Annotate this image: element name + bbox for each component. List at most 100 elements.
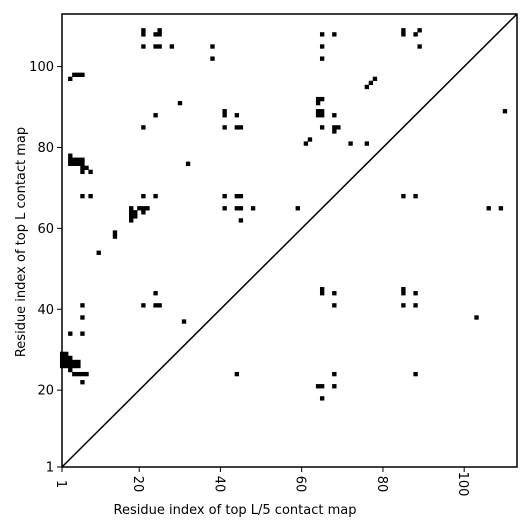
contact-cell — [68, 161, 73, 166]
contact-cell — [234, 113, 240, 118]
contact-cell — [84, 165, 89, 171]
contact-cell — [153, 113, 158, 118]
contact-cell — [210, 44, 215, 49]
contact-cell — [88, 169, 93, 175]
contact-cell — [80, 193, 85, 199]
contact-cell — [181, 319, 187, 324]
contact-cell — [141, 125, 146, 130]
contact-cell — [129, 218, 134, 223]
x-tick-label: 20 — [130, 476, 145, 493]
contact-cell — [76, 371, 81, 377]
contact-cell — [80, 165, 85, 171]
contact-cell — [141, 206, 146, 211]
y-tick-label: 60 — [37, 222, 54, 237]
contact-cell — [80, 72, 85, 77]
contact-cell — [238, 125, 244, 130]
contact-cell — [336, 125, 341, 130]
contact-cell — [315, 100, 321, 106]
contact-cell — [319, 384, 325, 389]
diagonal-line — [61, 13, 518, 468]
contact-cell — [141, 303, 146, 308]
contact-cell — [129, 210, 134, 215]
x-tick-label: 80 — [374, 476, 389, 493]
contact-cell — [64, 363, 69, 369]
contact-cell — [413, 303, 418, 308]
contact-cell — [222, 109, 227, 114]
contact-cell — [80, 303, 85, 308]
contact-cell — [72, 363, 77, 369]
contact-cell — [307, 137, 313, 142]
contact-cell — [153, 303, 158, 308]
contact-cell — [315, 113, 321, 118]
contact-cell — [76, 161, 81, 166]
contact-cell — [177, 100, 183, 106]
contact-cell — [413, 193, 418, 199]
contact-cell — [368, 80, 374, 86]
contact-cell — [502, 109, 508, 114]
y-tick-label: 20 — [37, 384, 54, 399]
contact-cell — [141, 210, 146, 215]
x-tick-label: 100 — [455, 472, 470, 497]
contact-cell — [498, 206, 504, 211]
contact-cell — [72, 157, 77, 162]
contact-cell — [417, 44, 422, 49]
x-tick-label: 60 — [293, 476, 308, 493]
contact-cell — [413, 371, 418, 377]
contact-cell — [80, 331, 85, 336]
contact-cell — [72, 371, 77, 377]
contact-cell — [332, 125, 337, 130]
contact-cell — [169, 44, 175, 49]
contact-cell — [238, 218, 244, 223]
contact-cell — [222, 206, 227, 211]
contact-cell — [332, 384, 337, 389]
contact-cell — [234, 371, 240, 377]
contact-cell — [234, 206, 240, 211]
contact-cell — [80, 169, 85, 175]
contact-cell — [332, 32, 337, 37]
contact-cell — [80, 380, 85, 385]
contact-cell — [153, 44, 158, 49]
contact-cell — [250, 206, 256, 211]
contact-cell — [112, 230, 118, 235]
contact-cell — [401, 291, 406, 296]
x-axis-label: Residue index of top L/5 contact map — [114, 503, 357, 518]
contact-cell — [364, 141, 370, 146]
contact-cell — [401, 193, 406, 199]
contact-cell — [319, 109, 325, 114]
contact-cell — [80, 161, 85, 166]
contact-cell — [133, 210, 138, 215]
contact-cell — [222, 125, 227, 130]
x-tick-label: 40 — [211, 476, 226, 493]
contact-cell — [112, 234, 118, 239]
contact-cell — [72, 72, 77, 77]
contact-cell — [295, 206, 300, 211]
y-tick-label: 80 — [37, 141, 54, 156]
contact-cell — [129, 206, 134, 211]
contact-cell — [319, 96, 325, 102]
contact-cell — [315, 109, 321, 114]
contact-cell — [72, 359, 77, 365]
contact-cell — [76, 359, 81, 365]
contact-cell — [185, 161, 191, 166]
contact-cell — [68, 355, 73, 361]
plot-frame — [61, 13, 518, 468]
contact-cell — [145, 206, 150, 211]
contact-cell — [80, 157, 85, 162]
contact-cell — [157, 303, 162, 308]
cells-layer — [59, 28, 508, 401]
contact-cell — [68, 331, 73, 336]
contact-cell — [76, 157, 81, 162]
contact-cell — [96, 250, 101, 255]
contact-cell — [80, 315, 85, 320]
contact-cell — [364, 84, 370, 90]
contact-cell — [76, 363, 81, 369]
contact-cell — [157, 44, 162, 49]
contact-cell — [222, 193, 227, 199]
contact-cell — [141, 193, 146, 199]
contact-cell — [64, 359, 69, 365]
contact-cell — [141, 32, 146, 37]
contact-cell — [401, 32, 406, 37]
contact-cell — [210, 56, 215, 61]
contact-cell — [64, 351, 69, 357]
contact-cell — [303, 141, 309, 146]
